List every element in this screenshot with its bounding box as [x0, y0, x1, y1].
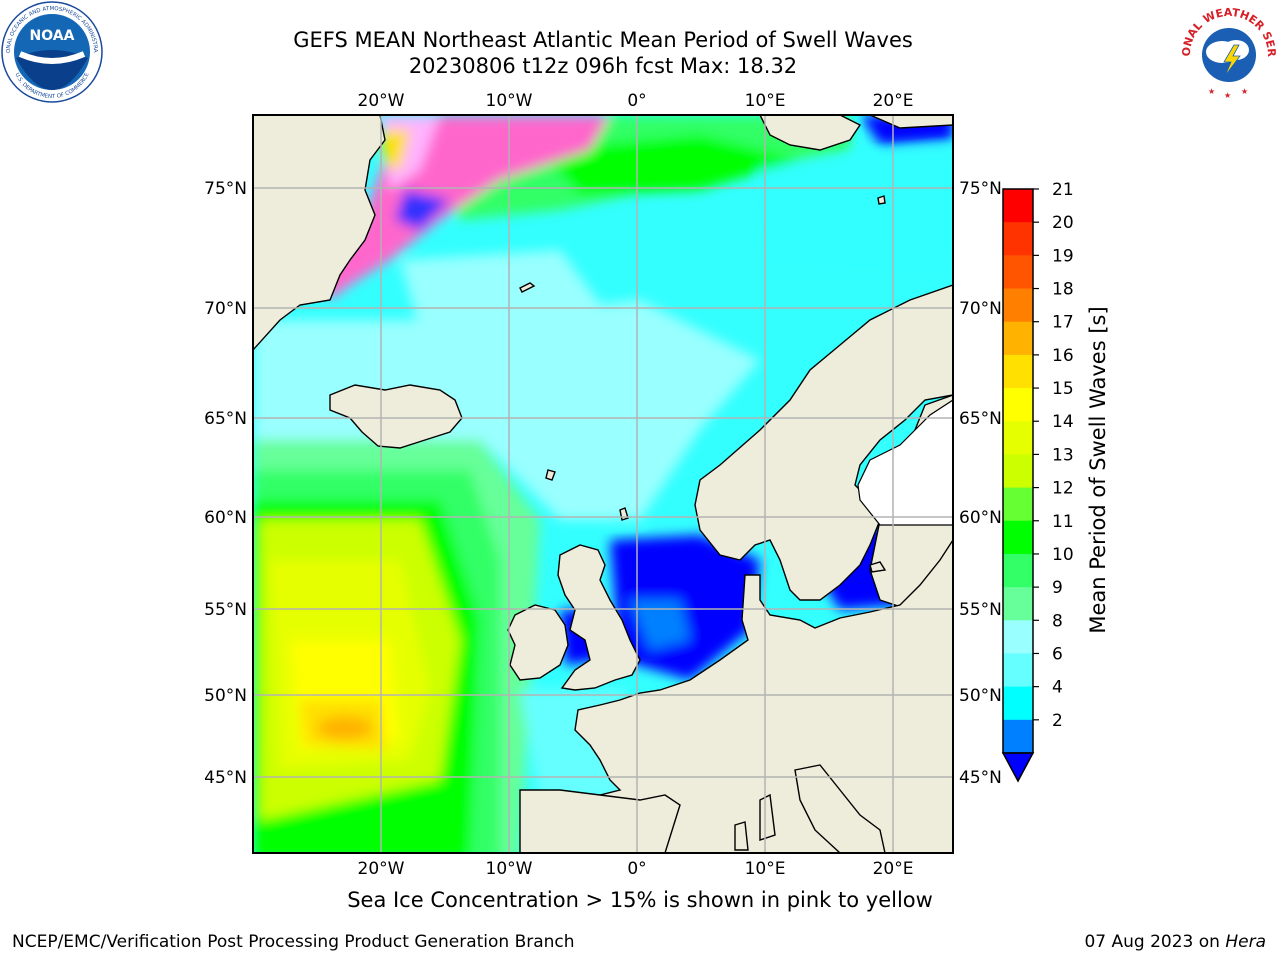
lat-label-right: 50°N: [959, 686, 1002, 706]
lat-label-right: 45°N: [959, 768, 1002, 788]
lon-label-top: 10°W: [486, 91, 533, 111]
svg-text:★: ★: [1208, 87, 1215, 96]
colorbar-tick-label: 13: [1052, 445, 1074, 465]
colorbar-extend-arrow: [1001, 752, 1035, 783]
colorbar-tick-label: 10: [1052, 545, 1074, 565]
colorbar-tick-label: 14: [1052, 412, 1074, 432]
graticule: [253, 115, 953, 853]
lat-label-right: 70°N: [959, 299, 1002, 319]
lat-label-left: 55°N: [204, 600, 247, 620]
lon-label-bottom: 10°E: [745, 859, 786, 879]
colorbar-segment: [1003, 454, 1033, 489]
colorbar-tick-label: 19: [1052, 246, 1074, 266]
colorbar-tick-label: 18: [1052, 280, 1074, 300]
lon-label-bottom: 0°: [627, 859, 646, 879]
lon-label-top: 0°: [627, 91, 646, 111]
colorbar-segment: [1003, 388, 1033, 422]
colorbar-segment: [1003, 587, 1033, 621]
colorbar-tick-label: 17: [1052, 313, 1074, 333]
colorbar-tick-label: 16: [1052, 346, 1074, 366]
colorbar-segment: [1003, 288, 1033, 323]
colorbar-segment: [1003, 719, 1033, 754]
footer-host: Hera: [1225, 932, 1266, 952]
colorbar-segment: [1003, 620, 1033, 654]
colorbar-segment: [1003, 321, 1033, 356]
colorbar-tick-label: 12: [1052, 479, 1074, 499]
sea-ice-note: Sea Ice Concentration > 15% is shown in …: [0, 888, 1280, 912]
lon-labels-bottom: 20°W 10°W 0° 10°E 20°E: [358, 859, 914, 879]
lon-labels-top: 20°W 10°W 0° 10°E 20°E: [358, 91, 914, 111]
colorbar-tick-label: 6: [1052, 644, 1063, 664]
map-title: GEFS MEAN Northeast Atlantic Mean Period…: [293, 28, 913, 52]
colorbar-segment: [1003, 686, 1033, 721]
lon-label-bottom: 20°E: [873, 859, 914, 879]
colorbar-tick-label: 9: [1052, 578, 1063, 598]
colorbar-segment: [1003, 189, 1033, 223]
lat-label-left: 45°N: [204, 768, 247, 788]
colorbar-label: Mean Period of Swell Waves [s]: [1086, 306, 1110, 634]
colorbar-segment: [1003, 255, 1033, 290]
lat-label-left: 65°N: [204, 409, 247, 429]
colorbar: 21 20 19 18 17 16 15 14 13 12 11 10 9 8 6 4 2: [1001, 180, 1074, 783]
noaa-logo: NOAA NATIONAL OCEANIC AND ATMOSPHERIC AD…: [0, 0, 103, 103]
map-frame: [252, 114, 954, 854]
lat-label-left: 75°N: [204, 179, 247, 199]
land-masses: [253, 115, 953, 853]
lon-label-top: 10°E: [745, 91, 786, 111]
colorbar-tick-label: 21: [1052, 180, 1074, 200]
colorbar-tick-label: 11: [1052, 512, 1074, 532]
lon-label-bottom: 10°W: [486, 859, 533, 879]
lat-labels-right: 75°N 70°N 65°N 60°N 55°N 50°N 45°N: [959, 179, 1002, 788]
footer-credit: NCEP/EMC/Verification Post Processing Pr…: [12, 932, 575, 952]
lat-label-right: 65°N: [959, 409, 1002, 429]
colorbar-segment: [1003, 487, 1033, 522]
svg-text:★: ★: [1241, 87, 1248, 96]
lat-label-left: 60°N: [204, 508, 247, 528]
colorbar-tick-label: 4: [1052, 678, 1063, 698]
lat-label-left: 70°N: [204, 299, 247, 319]
sea-ice-note-text: Sea Ice Concentration > 15% is shown in …: [347, 888, 933, 912]
lat-labels-left: 75°N 70°N 65°N 60°N 55°N 50°N 45°N: [204, 179, 247, 788]
lon-label-bottom: 20°W: [358, 859, 405, 879]
map-area: [253, 115, 953, 853]
colorbar-segment: [1003, 421, 1033, 455]
footer-date: 07 Aug 2023 on Hera: [1084, 932, 1266, 952]
svg-text:★: ★: [1224, 91, 1231, 100]
colorbar-segment: [1003, 520, 1033, 555]
colorbar-tick-label: 2: [1052, 711, 1063, 731]
colorbar-segment: [1003, 553, 1033, 588]
lat-label-right: 55°N: [959, 600, 1002, 620]
colorbar-frame: [1002, 188, 1034, 754]
lon-label-top: 20°W: [358, 91, 405, 111]
lat-label-left: 50°N: [204, 686, 247, 706]
colorbar-tick-label: 20: [1052, 213, 1074, 233]
svg-text:NOAA: NOAA: [30, 28, 75, 44]
colorbar-tick-label: 8: [1052, 611, 1063, 631]
colorbar-segment: [1003, 354, 1033, 389]
lat-label-right: 60°N: [959, 508, 1002, 528]
map-subtitle: 20230806 t12z 096h fcst Max: 18.32: [408, 54, 798, 78]
lon-label-top: 20°E: [873, 91, 914, 111]
colorbar-tick-label: 15: [1052, 379, 1074, 399]
lat-label-right: 75°N: [959, 179, 1002, 199]
colorbar-segment: [1003, 222, 1033, 256]
footer-date-text: 07 Aug 2023 on: [1084, 932, 1226, 952]
nws-logo: NATIONAL WEATHER SERVICE ★ ★ ★: [1178, 0, 1278, 100]
colorbar-segment: [1003, 653, 1033, 688]
